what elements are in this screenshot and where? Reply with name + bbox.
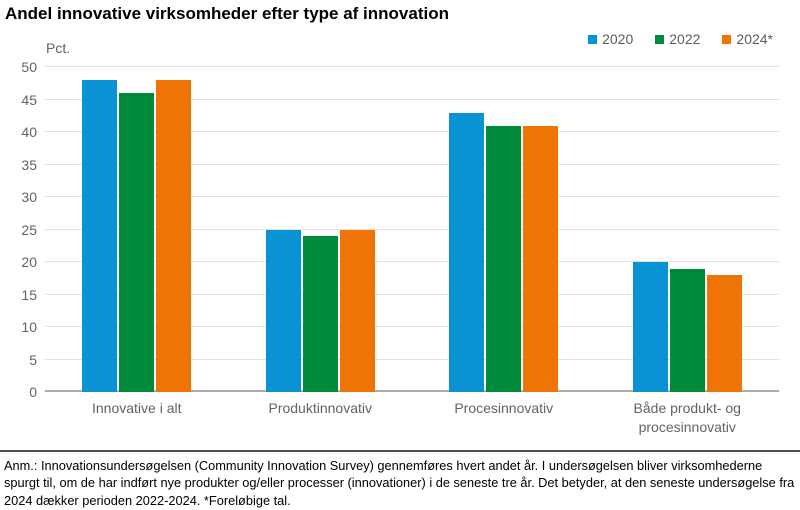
gridline-25 xyxy=(45,228,779,230)
legend-label-2024: 2024* xyxy=(736,31,773,47)
bar-2020-4 xyxy=(632,262,668,392)
legend: 2020 2022 2024* xyxy=(588,31,773,47)
bar-2022-4 xyxy=(669,268,705,392)
y-axis-tick-label-5: 5 xyxy=(29,351,37,368)
legend-swatch-2022 xyxy=(655,34,665,44)
gridline-35 xyxy=(45,163,779,165)
plot-area: 0 5 10 15 20 25 30 35 40 45 50 Innovative i alt Prod… xyxy=(21,59,780,435)
bar-group-3 xyxy=(412,67,596,392)
y-axis-tick-label-15: 15 xyxy=(21,286,37,303)
bar-2024-3 xyxy=(523,125,559,392)
legend-swatch-2024 xyxy=(722,34,732,44)
legend-item-2024: 2024* xyxy=(722,31,773,47)
bar-2024-4 xyxy=(706,275,742,392)
y-axis-tick-label-50: 50 xyxy=(21,59,37,75)
y-axis-unit-label: Pct. xyxy=(46,40,71,56)
x-axis-line xyxy=(45,390,779,392)
y-axis-tick-label-0: 0 xyxy=(29,384,37,400)
category-label-4: Både produkt- og procesinnovativ xyxy=(633,400,741,435)
gridline-30 xyxy=(45,196,779,197)
gridline-15 xyxy=(45,293,779,295)
legend-swatch-2020 xyxy=(588,34,598,44)
bar-2020-1 xyxy=(82,80,118,392)
y-axis-tick-label-20: 20 xyxy=(21,254,37,270)
y-axis-tick-label-10: 10 xyxy=(21,319,37,335)
gridline-5 xyxy=(45,358,779,360)
footnote-separator xyxy=(0,450,800,452)
bar-2022-1 xyxy=(119,93,155,392)
category-label-3: Procesinnovativ xyxy=(454,400,554,416)
bar-2024-1 xyxy=(156,80,192,392)
bar-2024-2 xyxy=(339,229,375,392)
bar-group-1 xyxy=(45,67,229,392)
legend-label-2020: 2020 xyxy=(602,31,634,47)
y-axis-tick-label-35: 35 xyxy=(21,156,37,173)
legend-item-2022: 2022 xyxy=(655,31,700,47)
gridline-10 xyxy=(45,326,779,327)
category-label-2: Produktinnovativ xyxy=(268,400,372,416)
y-axis-tick-label-25: 25 xyxy=(21,221,37,238)
bar-2020-2 xyxy=(265,229,301,392)
legend-item-2020: 2020 xyxy=(588,31,633,47)
footnote: Anm.: Innovationsundersøgelsen (Communit… xyxy=(4,458,795,508)
gridline-50 xyxy=(45,66,779,67)
bar-group-2 xyxy=(229,67,413,392)
gridline-40 xyxy=(45,131,779,132)
bar-2020-3 xyxy=(449,112,485,392)
chart-title: Andel innovative virksomheder efter type… xyxy=(5,4,449,23)
y-axis-tick-label-40: 40 xyxy=(21,124,37,140)
legend-label-2022: 2022 xyxy=(669,31,701,47)
bar-2022-3 xyxy=(486,125,522,392)
gridline-20 xyxy=(45,261,779,262)
bar-group-4 xyxy=(596,67,780,392)
category-label-1: Innovative i alt xyxy=(92,400,182,416)
bar-2022-2 xyxy=(302,236,338,392)
y-axis-tick-label-30: 30 xyxy=(21,189,37,205)
y-axis-tick-label-45: 45 xyxy=(21,91,37,108)
gridline-45 xyxy=(45,98,779,100)
